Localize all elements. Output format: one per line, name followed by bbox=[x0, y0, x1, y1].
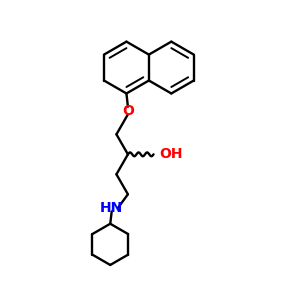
Text: OH: OH bbox=[159, 147, 182, 161]
Text: HN: HN bbox=[100, 200, 123, 214]
Text: O: O bbox=[122, 103, 134, 118]
